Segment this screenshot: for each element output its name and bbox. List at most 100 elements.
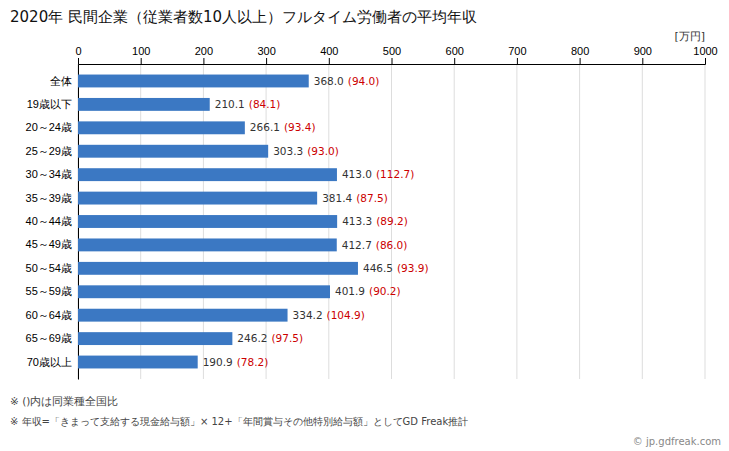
plot: 01002003004005006007008009001000全体19歳以下2…: [26, 45, 718, 380]
ratio-label: (84.1): [249, 98, 281, 110]
tick: 200: [195, 45, 213, 64]
ratio-label: (89.2): [376, 215, 408, 227]
tick: 35～39歳: [26, 192, 72, 204]
tick: 800: [571, 45, 589, 64]
tick-label: 40～44歳: [26, 215, 72, 227]
tick-mark: [266, 58, 267, 64]
data-label: 401.9: [335, 285, 365, 297]
data-label: 446.5: [363, 262, 393, 274]
data-label: 412.7: [342, 239, 372, 251]
watermark: © jp.gdfreak.com: [633, 436, 721, 447]
data-label: 246.2: [237, 332, 267, 344]
data-label: 303.3: [273, 145, 303, 157]
tick-label: 20～24歳: [26, 121, 72, 133]
tick-mark: [580, 58, 581, 64]
ratio-label: (94.0): [348, 75, 380, 87]
tick: 900: [634, 45, 652, 64]
tick-label: 全体: [50, 74, 72, 86]
tick-label: 700: [508, 45, 526, 57]
tick-label: 55～59歳: [26, 285, 72, 297]
bar: [78, 356, 198, 369]
axis-line: [79, 58, 706, 65]
tick: 25～29歳: [26, 145, 72, 157]
grid: [78, 64, 705, 379]
tick-label: 800: [571, 45, 589, 57]
data-label: 334.2: [293, 309, 323, 321]
grid-line: [705, 64, 706, 379]
tick: 70歳以上: [27, 356, 72, 368]
tick: 55～59歳: [26, 285, 72, 297]
tick-mark: [642, 58, 643, 64]
ratio-label: (78.2): [237, 356, 269, 368]
tick: 400: [320, 45, 338, 64]
bar: [78, 285, 330, 298]
tick-label: 500: [383, 45, 401, 57]
bar: [78, 192, 317, 205]
tick-label: 65～69歳: [26, 332, 72, 344]
tick-mark: [141, 58, 142, 64]
tick: 65～69歳: [26, 332, 72, 344]
tick-label: 100: [132, 45, 150, 57]
tick-label: 1000: [693, 45, 717, 57]
axis-label: [万円]: [674, 30, 705, 43]
ratio-label: (86.0): [376, 239, 408, 251]
bar: [78, 262, 358, 275]
x-axis: 01002003004005006007008009001000: [75, 45, 717, 65]
tick: 700: [508, 45, 526, 64]
chart: 2020年 民間企業（従業者数10人以上）フルタイム労働者の平均年収010020…: [0, 0, 729, 451]
ratio-label: (90.2): [369, 285, 401, 297]
bar: [78, 75, 309, 88]
tick-label: 400: [320, 45, 338, 57]
grid-line: [516, 64, 517, 379]
bar: [78, 332, 232, 345]
tick-label: 50～54歳: [26, 262, 72, 274]
grid-line: [454, 64, 455, 379]
bar: [78, 121, 245, 134]
tick-label: 70歳以上: [27, 356, 72, 368]
bar: [78, 238, 337, 251]
data-label: 266.1: [250, 121, 280, 133]
ratio-label: (93.0): [307, 145, 339, 157]
ratio-label: (87.5): [356, 192, 388, 204]
ratio-label: (93.4): [284, 121, 316, 133]
tick-mark: [705, 58, 706, 64]
tick-label: 60～64歳: [26, 309, 72, 321]
bar: [78, 168, 337, 181]
title: 2020年 民間企業（従業者数10人以上）フルタイム労働者の平均年収: [10, 8, 477, 26]
tick-label: 600: [446, 45, 464, 57]
tick: 100: [132, 45, 150, 64]
y-axis: 全体 19歳以下 20～24歳 25～29歳 30～34歳 35～39歳 40～44歳 45～…: [26, 65, 79, 380]
tick: 300: [257, 45, 275, 64]
data-label: 413.0: [342, 168, 372, 180]
bar: [78, 215, 337, 228]
grid-line: [642, 64, 643, 379]
ratio-label: (104.9): [327, 309, 365, 321]
tick: 500: [383, 45, 401, 64]
ratio-label: (112.7): [376, 168, 414, 180]
tick-label: 300: [257, 45, 275, 57]
data-label: 413.3: [342, 215, 372, 227]
tick: 45～49歳: [26, 238, 72, 250]
tick-label: 30～34歳: [26, 168, 72, 180]
data-label: 210.1: [215, 98, 245, 110]
tick: 40～44歳: [26, 215, 72, 227]
tick-label: 900: [634, 45, 652, 57]
grid-line: [579, 64, 580, 379]
tick: 50～54歳: [26, 262, 72, 274]
tick-label: 19歳以下: [27, 98, 72, 110]
tick-mark: [392, 58, 393, 64]
bar: [78, 98, 210, 111]
ratio-label: (93.9): [397, 262, 429, 274]
tick: 20～24歳: [26, 121, 72, 133]
ratio-label: (97.5): [271, 332, 303, 344]
bars: [78, 75, 358, 369]
tick-mark: [517, 58, 518, 64]
footnote: ※ ()内は同業種全国比: [10, 395, 118, 407]
bar: [78, 309, 288, 322]
tick-label: 200: [195, 45, 213, 57]
tick-mark: [454, 58, 455, 64]
tick: 19歳以下: [27, 98, 72, 110]
tick: 30～34歳: [26, 168, 72, 180]
tick-label: 25～29歳: [26, 145, 72, 157]
data-labels: 368.0(94.0)210.1(84.1)266.1(93.4)303.3(9…: [203, 75, 429, 368]
